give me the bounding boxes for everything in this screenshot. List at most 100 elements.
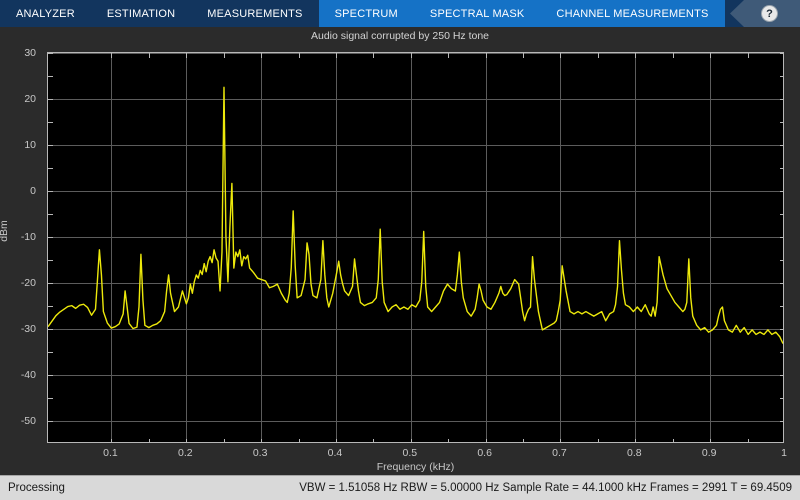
tab-estimation[interactable]: ESTIMATION (91, 0, 191, 27)
major-tick-y (780, 283, 783, 284)
major-tick-x (560, 53, 561, 58)
major-tick-x (560, 439, 561, 442)
minor-tick-x (448, 439, 449, 442)
major-tick-x (261, 439, 262, 442)
minor-tick-y (780, 76, 783, 77)
status-right-text: VBW = 1.51058 Hz RBW = 5.00000 Hz Sample… (299, 482, 792, 494)
chart-title: Audio signal corrupted by 250 Hz tone (310, 30, 490, 42)
tab-label: SPECTRUM (334, 7, 398, 20)
gridline-vertical (186, 53, 187, 442)
gridline-horizontal (48, 375, 783, 376)
minor-tick-x (224, 439, 225, 442)
x-tick-label: 0.9 (701, 447, 717, 459)
tab-label: ANALYZER (16, 7, 75, 20)
major-tick-y (48, 99, 53, 100)
minor-tick-y (780, 306, 783, 307)
x-tick-label: 0.5 (402, 447, 418, 459)
spectrum-trace (48, 86, 783, 344)
x-tick-label: 1 (781, 447, 787, 459)
major-tick-y (780, 145, 783, 146)
minor-tick-x (523, 439, 524, 442)
major-tick-y (48, 237, 53, 238)
tab-label: CHANNEL MEASUREMENTS (556, 7, 709, 20)
minor-tick-x (373, 53, 374, 58)
gridline-horizontal (48, 99, 783, 100)
x-tick-label: 0.6 (477, 447, 492, 459)
minor-tick-y (780, 122, 783, 123)
gridline-vertical (635, 53, 636, 442)
gridline-horizontal (48, 421, 783, 422)
minor-tick-x (673, 53, 674, 58)
y-tick-label: -30 (20, 323, 36, 335)
y-tick-label: -40 (20, 369, 36, 381)
y-tick-label: -50 (20, 415, 36, 427)
x-tick-label: 0.7 (552, 447, 567, 459)
x-tick-label: 0.1 (103, 447, 118, 459)
minor-tick-y (780, 214, 783, 215)
major-tick-x (486, 53, 487, 58)
toolbar-tabstrip[interactable]: ANALYZER ESTIMATION MEASUREMENTS SPECTRUM SP… (0, 0, 725, 27)
plot-area[interactable] (47, 52, 784, 443)
y-tick-label: -20 (20, 277, 36, 289)
minor-tick-y (48, 260, 53, 261)
tab-measurements[interactable]: MEASUREMENTS (191, 0, 318, 27)
gridline-vertical (261, 53, 262, 442)
major-tick-x (261, 53, 262, 58)
tab-label: ESTIMATION (106, 7, 176, 20)
gridline-horizontal (48, 283, 783, 284)
major-tick-x (336, 53, 337, 58)
gridline-vertical (336, 53, 337, 442)
figure-panel: Audio signal corrupted by 250 Hz tone 30… (0, 27, 800, 475)
gridline-horizontal (48, 53, 783, 54)
minor-tick-y (48, 398, 53, 399)
gridline-vertical (710, 53, 711, 442)
major-tick-x (186, 439, 187, 442)
help-region: ? (720, 0, 800, 27)
gridline-vertical (111, 53, 112, 442)
x-tick-label: 0.3 (252, 447, 268, 459)
major-tick-x (486, 439, 487, 442)
toolbar: ANALYZER ESTIMATION MEASUREMENTS SPECTRUM SP… (0, 0, 800, 27)
major-tick-y (780, 421, 783, 422)
major-tick-x (710, 53, 711, 58)
x-tick-label: 0.2 (177, 447, 193, 459)
minor-tick-x (673, 439, 674, 442)
major-tick-y (48, 329, 53, 330)
major-tick-x (635, 439, 636, 442)
tab-channel-measurements[interactable]: CHANNEL MEASUREMENTS (540, 0, 725, 27)
y-tick-label: 0 (30, 185, 36, 197)
x-tick-label: 0.4 (327, 447, 343, 459)
x-axis-label: Frequency (kHz) (376, 461, 455, 473)
minor-tick-y (780, 352, 783, 353)
minor-tick-x (598, 53, 599, 58)
minor-tick-x (448, 53, 449, 58)
major-tick-y (48, 53, 53, 54)
gridline-vertical (411, 53, 412, 442)
major-tick-x (186, 53, 187, 58)
gridline-vertical (486, 53, 487, 442)
minor-tick-x (598, 439, 599, 442)
major-tick-x (111, 53, 112, 58)
gridline-horizontal (48, 237, 783, 238)
tab-analyzer[interactable]: ANALYZER (0, 0, 91, 27)
tab-spectrum[interactable]: SPECTRUM (318, 0, 414, 27)
tab-spectral-mask[interactable]: SPECTRAL MASK (413, 0, 541, 27)
major-tick-y (780, 329, 783, 330)
minor-tick-x (748, 439, 749, 442)
minor-tick-y (48, 76, 53, 77)
minor-tick-x (299, 439, 300, 442)
minor-tick-x (149, 53, 150, 58)
x-axis-ticks: 0.1 0.2 0.3 0.4 0.5 0.6 0.7 0.8 0.9 1 (0, 447, 800, 461)
minor-tick-x (523, 53, 524, 58)
help-icon[interactable]: ? (761, 5, 778, 22)
gridline-horizontal (48, 145, 783, 146)
major-tick-y (48, 283, 53, 284)
minor-tick-y (48, 122, 53, 123)
minor-tick-y (48, 352, 53, 353)
minor-tick-x (149, 439, 150, 442)
status-bar: Processing VBW = 1.51058 Hz RBW = 5.0000… (0, 475, 800, 500)
minor-tick-y (48, 306, 53, 307)
y-tick-label: 20 (24, 93, 36, 105)
plot-inner (48, 53, 783, 442)
